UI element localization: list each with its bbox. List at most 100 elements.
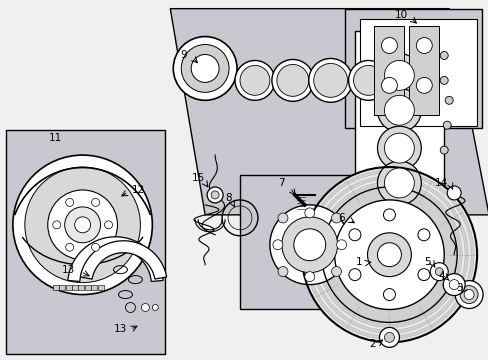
Circle shape <box>383 289 395 301</box>
Bar <box>354 31 443 205</box>
Circle shape <box>383 209 395 221</box>
Text: 14: 14 <box>434 178 447 188</box>
Ellipse shape <box>310 176 467 333</box>
Circle shape <box>447 186 460 200</box>
Circle shape <box>207 187 223 203</box>
Bar <box>344 9 481 128</box>
Ellipse shape <box>304 170 473 339</box>
Circle shape <box>331 213 341 223</box>
Text: 6: 6 <box>338 213 344 223</box>
Circle shape <box>415 37 431 54</box>
Ellipse shape <box>271 59 313 101</box>
Circle shape <box>348 229 360 241</box>
Ellipse shape <box>319 185 458 324</box>
Bar <box>78 285 84 289</box>
Text: 9: 9 <box>180 50 186 60</box>
Bar <box>359 19 476 126</box>
Ellipse shape <box>307 173 470 336</box>
Ellipse shape <box>377 88 421 132</box>
Ellipse shape <box>48 190 117 260</box>
Text: 13: 13 <box>114 324 127 334</box>
Circle shape <box>53 221 61 229</box>
Circle shape <box>278 266 287 276</box>
Ellipse shape <box>377 126 421 170</box>
Circle shape <box>439 51 447 59</box>
Ellipse shape <box>276 64 308 96</box>
Ellipse shape <box>191 54 219 82</box>
Circle shape <box>429 263 447 280</box>
Ellipse shape <box>75 217 90 233</box>
Ellipse shape <box>173 37 237 100</box>
Circle shape <box>152 305 158 310</box>
Bar <box>98 285 103 289</box>
Bar <box>91 285 97 289</box>
Bar <box>59 285 65 289</box>
Bar <box>84 285 91 289</box>
Text: 13: 13 <box>62 265 75 275</box>
Circle shape <box>459 285 477 303</box>
Bar <box>408 26 438 115</box>
Bar <box>72 285 78 289</box>
Bar <box>53 285 59 289</box>
Polygon shape <box>170 9 488 215</box>
Circle shape <box>104 221 112 229</box>
Text: 1: 1 <box>356 257 362 267</box>
Ellipse shape <box>384 60 413 90</box>
Circle shape <box>434 268 442 276</box>
Ellipse shape <box>301 167 476 342</box>
Ellipse shape <box>313 63 347 97</box>
Circle shape <box>442 121 450 129</box>
Ellipse shape <box>269 205 349 285</box>
Ellipse shape <box>235 60 274 100</box>
Circle shape <box>439 146 447 154</box>
Bar <box>240 175 369 310</box>
Ellipse shape <box>377 54 421 97</box>
Text: 10: 10 <box>394 10 407 20</box>
Bar <box>6 130 165 354</box>
Circle shape <box>384 332 394 342</box>
Circle shape <box>454 280 482 309</box>
Circle shape <box>379 328 399 347</box>
Circle shape <box>331 266 341 276</box>
Polygon shape <box>80 241 166 279</box>
Ellipse shape <box>240 66 269 95</box>
Circle shape <box>304 208 314 218</box>
Ellipse shape <box>348 60 387 100</box>
Circle shape <box>272 240 282 250</box>
Circle shape <box>381 77 397 93</box>
Ellipse shape <box>308 58 352 102</box>
Text: 5: 5 <box>423 257 430 267</box>
Text: 15: 15 <box>191 173 204 183</box>
Circle shape <box>415 77 431 93</box>
Ellipse shape <box>384 95 413 125</box>
Circle shape <box>91 198 100 206</box>
Circle shape <box>141 303 149 311</box>
Bar <box>374 26 404 115</box>
Circle shape <box>65 198 74 206</box>
Ellipse shape <box>377 243 401 267</box>
Circle shape <box>442 274 464 296</box>
Bar <box>65 285 71 289</box>
Ellipse shape <box>64 207 101 243</box>
Text: 7: 7 <box>278 178 285 188</box>
Text: 8: 8 <box>224 193 231 203</box>
Ellipse shape <box>353 66 383 95</box>
Ellipse shape <box>293 229 325 261</box>
Text: 4: 4 <box>438 271 445 281</box>
Ellipse shape <box>377 161 421 205</box>
Circle shape <box>65 243 74 251</box>
Text: 2: 2 <box>368 339 375 349</box>
Circle shape <box>211 191 219 199</box>
Circle shape <box>381 37 397 54</box>
Text: 12: 12 <box>132 185 145 195</box>
Ellipse shape <box>322 188 455 321</box>
Circle shape <box>417 269 429 280</box>
Text: 3: 3 <box>455 283 462 293</box>
Circle shape <box>91 243 100 251</box>
Ellipse shape <box>384 168 413 198</box>
Ellipse shape <box>384 133 413 163</box>
Ellipse shape <box>367 233 410 276</box>
Circle shape <box>348 269 360 280</box>
Circle shape <box>444 96 452 104</box>
Ellipse shape <box>316 182 461 328</box>
